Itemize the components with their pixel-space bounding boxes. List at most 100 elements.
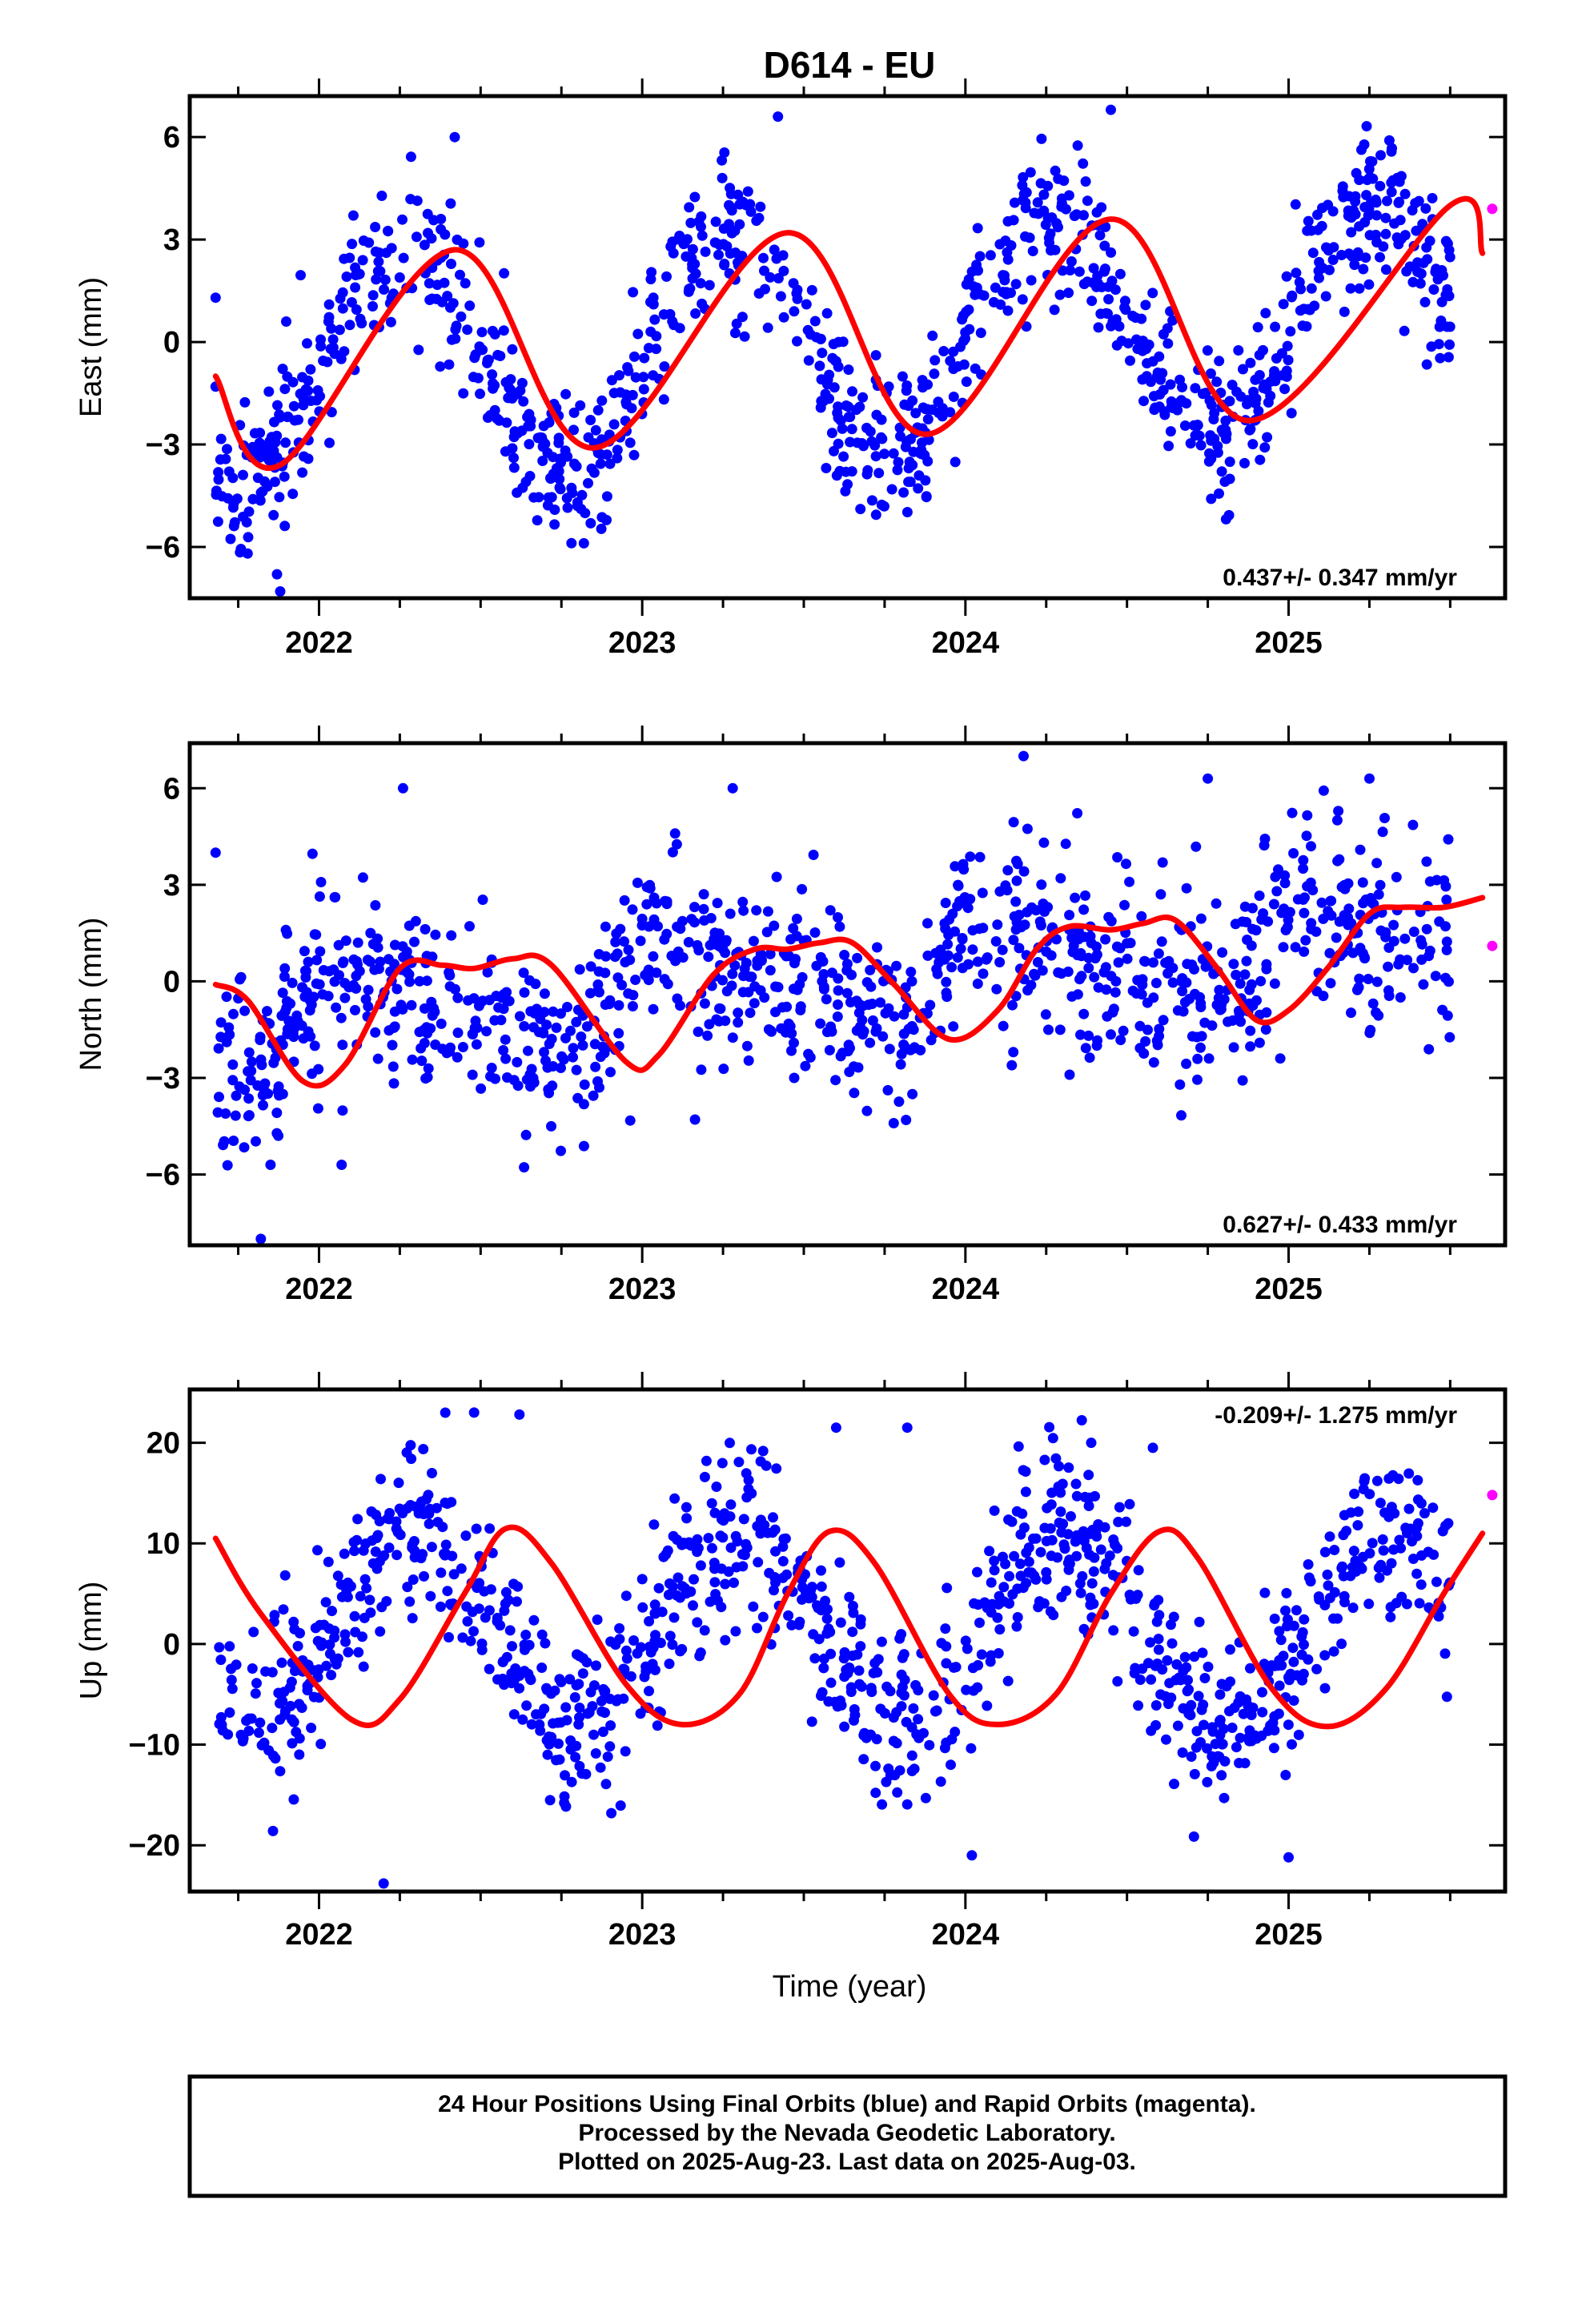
east-final-point (337, 303, 348, 314)
up-final-point (250, 1688, 261, 1699)
up-final-point (637, 1602, 648, 1613)
north-final-point (330, 891, 341, 903)
up-final-point (1189, 1651, 1200, 1663)
north-final-point (239, 1142, 250, 1153)
up-final-point (1076, 1415, 1087, 1425)
east-final-point (474, 237, 485, 248)
east-final-point (499, 267, 510, 279)
up-final-point (517, 1714, 528, 1725)
north-final-point (1271, 886, 1283, 897)
east-final-point (1412, 266, 1423, 277)
up-final-point (847, 1626, 858, 1638)
east-final-point (898, 487, 909, 498)
north-final-point (815, 1018, 826, 1029)
east-final-point (968, 281, 979, 292)
east-final-point (1351, 167, 1362, 179)
up-final-point (324, 1648, 335, 1659)
north-final-point (273, 1081, 284, 1092)
up-final-point (1147, 1442, 1158, 1454)
north-final-point (759, 992, 770, 1003)
east-final-point (886, 484, 897, 495)
east-final-point (544, 417, 555, 428)
east-final-point (759, 265, 769, 276)
east-final-point (695, 278, 706, 289)
east-final-point (482, 355, 493, 366)
north-final-point (818, 981, 829, 992)
up-final-point (1015, 1570, 1026, 1582)
north-final-point (780, 1027, 791, 1038)
east-final-point (778, 265, 789, 276)
east-final-point (247, 441, 259, 452)
up-final-point (574, 1703, 585, 1713)
east-final-point (1125, 355, 1135, 366)
up-final-point (343, 1647, 354, 1658)
up-final-point (1124, 1498, 1135, 1510)
up-final-point (310, 1622, 321, 1634)
north-final-point (214, 1092, 224, 1103)
up-final-point (1197, 1647, 1208, 1659)
north-final-point (365, 927, 376, 939)
up-final-point (273, 1687, 284, 1699)
east-final-point (468, 372, 479, 383)
up-final-point (247, 1663, 258, 1674)
north-final-point (826, 967, 837, 979)
east-final-point (869, 440, 881, 451)
east-final-point (263, 386, 275, 397)
up-final-point (1196, 1704, 1207, 1715)
east-final-point (730, 247, 741, 258)
up-final-point (979, 1597, 990, 1608)
up-final-point (684, 1537, 695, 1548)
east-xtick-label: 2025 (1255, 626, 1323, 660)
east-final-point (1162, 323, 1173, 334)
east-final-point (855, 504, 866, 515)
east-final-point (1235, 391, 1247, 402)
north-final-point (1060, 838, 1071, 850)
north-final-point (766, 1026, 777, 1037)
north-final-point (1106, 915, 1117, 927)
up-final-point (572, 1649, 582, 1660)
up-final-point (497, 1656, 508, 1667)
east-final-point (1177, 382, 1187, 392)
east-final-point (1395, 233, 1407, 244)
north-final-point (416, 1043, 427, 1054)
east-final-point (1130, 312, 1141, 324)
footer-line-2: Processed by the Nevada Geodetic Laborat… (578, 2120, 1115, 2146)
north-final-point (824, 1044, 835, 1055)
north-final-point (600, 921, 611, 932)
up-final-point (253, 1727, 264, 1739)
up-final-point (839, 1721, 850, 1732)
east-final-point (948, 392, 959, 402)
north-final-point (832, 1011, 843, 1022)
up-final-point (649, 1608, 661, 1619)
up-final-point (1133, 1565, 1144, 1576)
up-final-point (1319, 1650, 1331, 1661)
east-final-point (879, 448, 890, 460)
east-final-point (1040, 219, 1051, 231)
east-final-point (854, 401, 865, 412)
up-final-point (1071, 1530, 1082, 1541)
east-final-point (498, 325, 509, 336)
east-final-point (999, 275, 1010, 286)
north-final-point (922, 918, 933, 929)
north-final-point (314, 979, 325, 990)
north-points (210, 750, 1456, 1244)
east-final-point (1224, 456, 1235, 468)
east-final-point (560, 388, 572, 400)
up-final-point (1109, 1539, 1120, 1550)
east-final-point (445, 302, 456, 313)
east-final-point (710, 216, 721, 227)
east-final-point (1436, 296, 1447, 308)
up-final-point (1048, 1610, 1059, 1621)
east-final-point (888, 448, 899, 459)
east-final-point (297, 372, 308, 383)
footer-line-1: 24 Hour Positions Using Final Orbits (bl… (438, 2091, 1256, 2117)
north-final-point (1078, 1008, 1090, 1019)
up-final-point (1383, 1511, 1395, 1522)
up-final-point (495, 1620, 506, 1631)
north-final-point (556, 1063, 566, 1073)
up-final-point (636, 1642, 646, 1653)
east-final-point (870, 451, 881, 462)
north-final-point (363, 1001, 374, 1012)
up-final-point (294, 1749, 305, 1760)
north-final-point (422, 1072, 433, 1083)
